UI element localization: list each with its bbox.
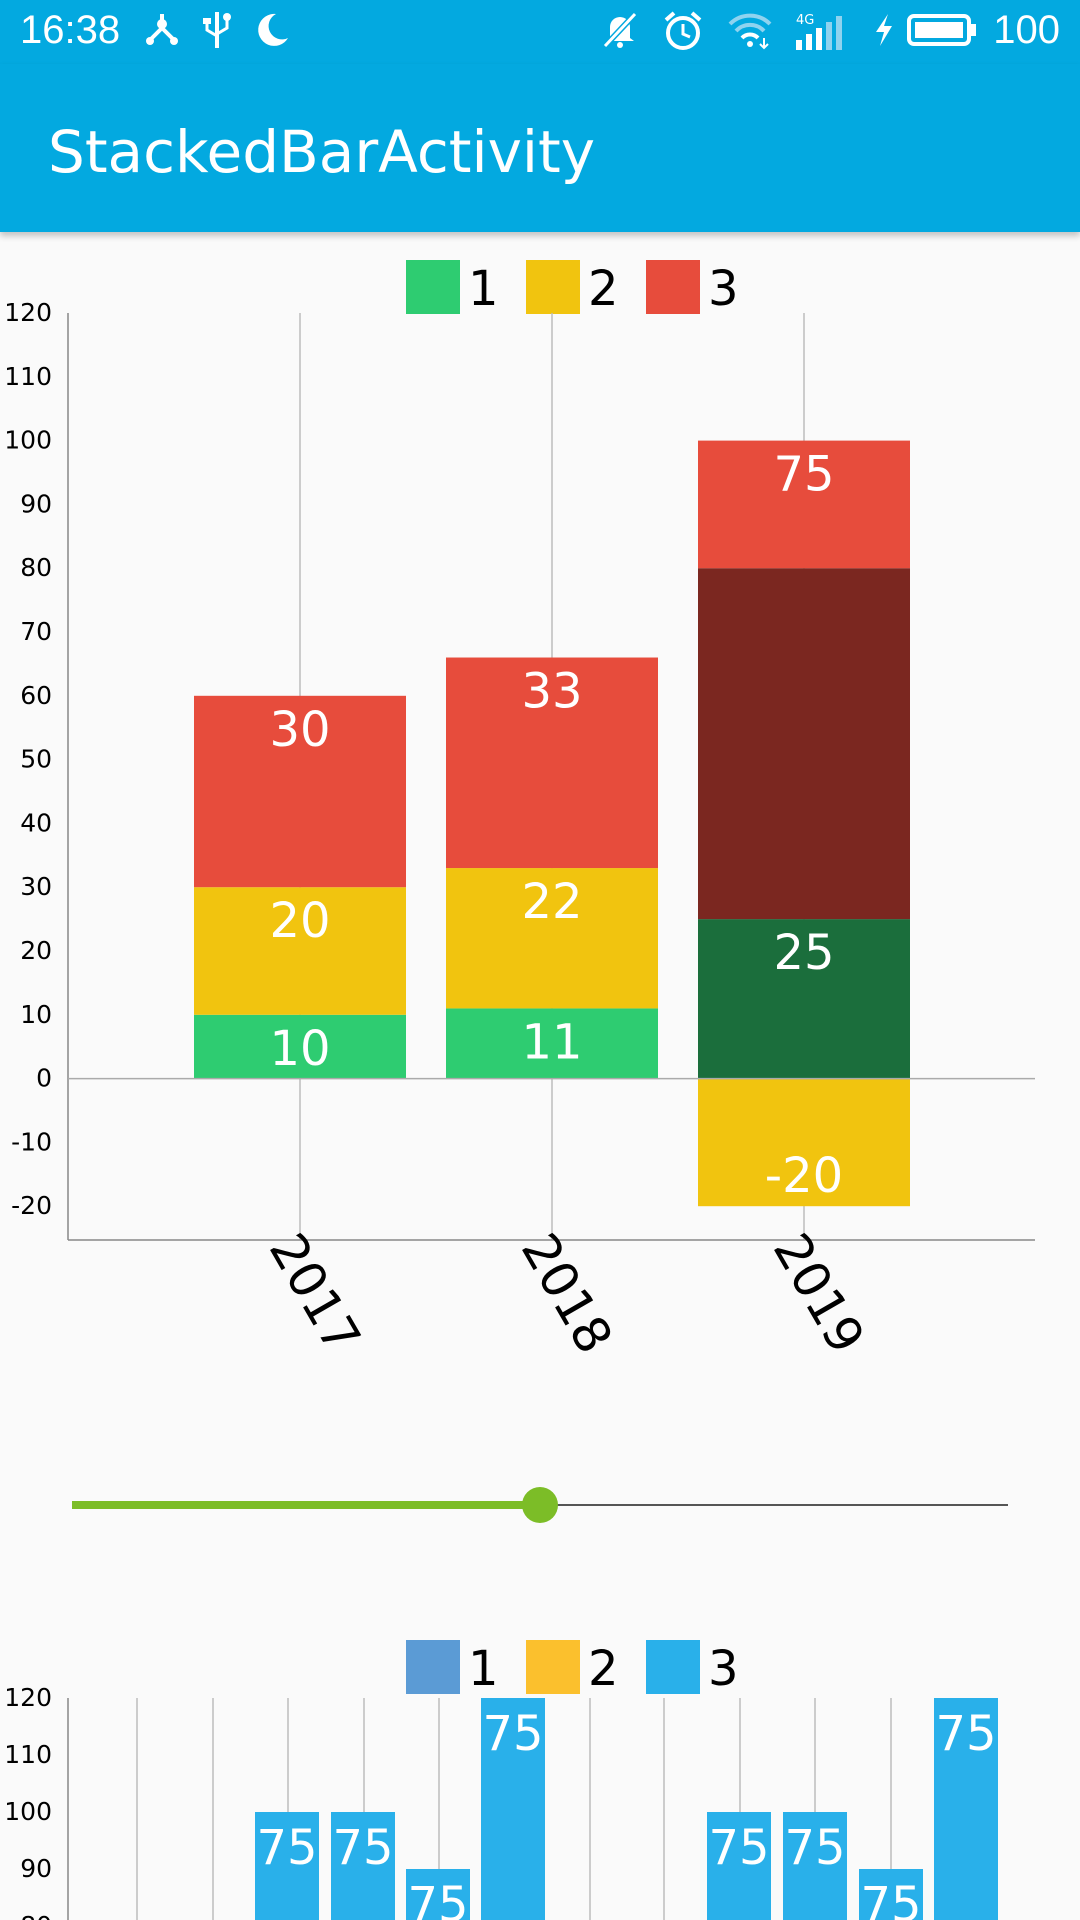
legend-label-2: 2 <box>588 1641 619 1697</box>
bar <box>331 1812 395 1920</box>
moon-icon <box>252 10 292 55</box>
bar-value-label: 22 <box>521 874 582 930</box>
y-tick-label: 100 <box>4 426 52 455</box>
bar-segment-2018 <box>446 657 658 869</box>
y-tick-label: 90 <box>20 1854 52 1883</box>
network-icon <box>142 10 182 55</box>
alarm-icon <box>662 10 704 57</box>
legend-swatch-3 <box>646 260 700 314</box>
bar-value-label: -20 <box>765 1148 843 1204</box>
bar-value-label: 30 <box>269 702 330 758</box>
bar-segment-2018 <box>446 868 658 1009</box>
bar-value-label: 75 <box>407 1877 468 1920</box>
bar <box>406 1869 470 1920</box>
y-tick-label: -10 <box>11 1127 52 1156</box>
bar-segment-2017 <box>194 1014 406 1079</box>
charging-icon <box>872 10 896 55</box>
legend-label-3: 3 <box>708 261 739 317</box>
bar-value-label: 20 <box>269 893 330 949</box>
y-tick-label: 10 <box>20 1000 52 1029</box>
legend-swatch-2 <box>526 260 580 314</box>
legend-label-3: 3 <box>708 1641 739 1697</box>
bar <box>934 1698 998 1920</box>
bar-chart: 1 2 3 120 110 100 90 80 75 75 75 75 75 75 75 75 <box>4 1640 998 1920</box>
x-tick-label: 2018 <box>510 1224 624 1363</box>
y-tick-label: 0 <box>36 1064 52 1093</box>
y-tick-label: 120 <box>4 298 52 327</box>
y-tick-label: 70 <box>20 617 52 646</box>
wifi-icon <box>726 10 774 55</box>
y-tick-label: 60 <box>20 681 52 710</box>
y-tick-label: 40 <box>20 808 52 837</box>
bar-segment-2019 <box>698 568 910 920</box>
y-tick-label: -20 <box>11 1191 52 1220</box>
battery-icon <box>906 10 978 55</box>
bar <box>481 1698 545 1920</box>
bar-segment-2019 <box>698 1078 910 1207</box>
y-tick-label: 30 <box>20 872 52 901</box>
seekbar-progress <box>72 1501 540 1509</box>
x-tick-label: 2017 <box>258 1224 372 1363</box>
legend-swatch-3 <box>646 1640 700 1694</box>
battery-percent: 100 <box>993 8 1060 52</box>
y-tick-label: 120 <box>4 1683 52 1712</box>
bar <box>859 1869 923 1920</box>
y-tick-label: 110 <box>4 362 52 391</box>
app-title: StackedBarActivity <box>48 118 596 186</box>
bar-value-label: 75 <box>708 1820 769 1876</box>
usb-icon <box>200 10 234 55</box>
bar <box>707 1812 771 1920</box>
bar-segment-2017 <box>194 887 406 1015</box>
legend-swatch-2 <box>526 1640 580 1694</box>
seekbar[interactable] <box>72 1480 1008 1530</box>
y-tick-label: 100 <box>4 1797 52 1826</box>
bar-value-label: 75 <box>860 1877 921 1920</box>
legend-label-2: 2 <box>588 261 619 317</box>
x-tick-label: 2019 <box>762 1224 876 1363</box>
legend-label-1: 1 <box>468 1641 499 1697</box>
bar <box>255 1812 319 1920</box>
bar <box>783 1812 847 1920</box>
y-tick-label: 110 <box>4 1740 52 1769</box>
y-tick-label: 50 <box>20 745 52 774</box>
svg-text:4G: 4G <box>796 13 814 28</box>
bar-value-label: 75 <box>935 1706 996 1762</box>
signal-4g-icon: 4G <box>794 10 850 57</box>
bar-value-label: 75 <box>773 447 834 503</box>
bar-segment-2018 <box>446 1008 658 1079</box>
y-tick-label: 20 <box>20 936 52 965</box>
y-tick-label: 90 <box>20 489 52 518</box>
muted-bell-icon <box>600 10 640 55</box>
bar-value-label: 75 <box>332 1820 393 1876</box>
app-bar: StackedBarActivity <box>0 64 1080 232</box>
bar-value-label: 75 <box>482 1706 543 1762</box>
seekbar-thumb[interactable] <box>522 1487 558 1523</box>
bar-value-label: 25 <box>773 925 834 981</box>
bar-value-label: 33 <box>521 664 582 720</box>
legend-label-1: 1 <box>468 261 499 317</box>
bar-value-label: 11 <box>521 1014 582 1070</box>
bar-segment-2017 <box>194 695 406 888</box>
y-tick-label: 80 <box>20 553 52 582</box>
bar-value-label: 75 <box>256 1820 317 1876</box>
y-tick-label: 80 <box>20 1911 52 1920</box>
bar-value-label: 10 <box>269 1021 330 1077</box>
bar-segment-2019 <box>698 919 910 1079</box>
status-bar: 16:38 4G 100 <box>0 0 1080 64</box>
status-time: 16:38 <box>20 8 121 52</box>
legend-swatch-1 <box>406 1640 460 1694</box>
bar-value-label: 75 <box>784 1820 845 1876</box>
bar-segment-2019 <box>698 440 910 569</box>
legend-swatch-1 <box>406 260 460 314</box>
stacked-bar-chart: 1 2 31201101009080706050403020100-10-20102… <box>4 260 1035 1363</box>
